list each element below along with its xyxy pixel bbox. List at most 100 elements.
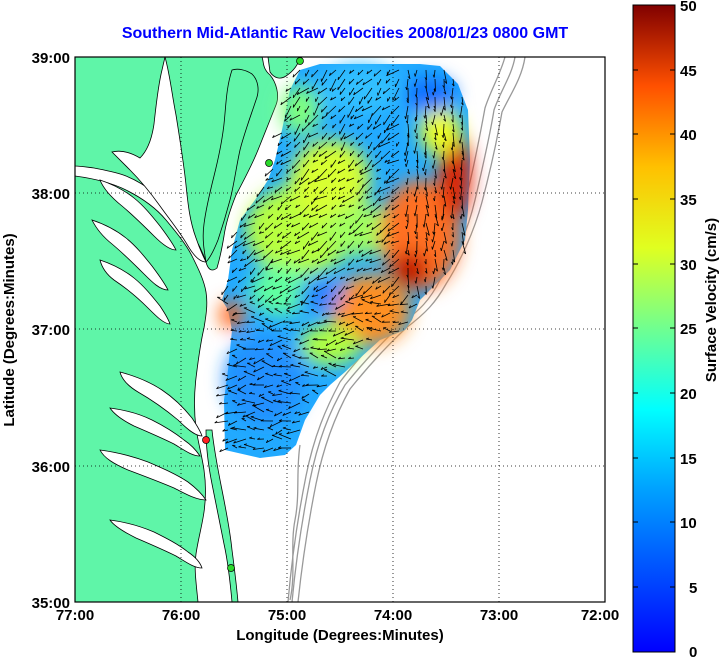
velocity-arrow [280, 249, 292, 256]
velocity-arrow [250, 276, 256, 283]
y-tick-label: 35:00 [32, 595, 70, 612]
velocity-arrow [252, 240, 265, 247]
velocity-arrow [313, 150, 319, 158]
velocity-arrow-head [369, 251, 372, 255]
velocity-arrow-head [302, 81, 305, 85]
velocity-arrow-head [263, 255, 265, 259]
velocity-arrow-head [367, 126, 369, 130]
velocity-arrow [261, 397, 274, 404]
velocity-arrow [231, 354, 238, 359]
velocity-arrow-head [337, 170, 340, 174]
velocity-arrow [301, 399, 310, 404]
velocity-arrow-head [295, 268, 298, 272]
velocity-arrow-head [422, 224, 425, 228]
velocity-arrow [461, 240, 467, 255]
velocity-arrow-head [293, 349, 296, 353]
velocity-arrow [318, 150, 328, 158]
velocity-arrow-head [317, 91, 320, 95]
velocity-arrow [411, 294, 418, 299]
velocity-arrow-head [235, 361, 239, 365]
velocity-arrow [356, 186, 364, 196]
velocity-arrow-head [231, 269, 234, 273]
velocity-arrow-head [369, 260, 373, 264]
velocity-arrow-head [345, 286, 349, 290]
velocity-arrow [265, 258, 274, 270]
velocity-arrow-head [286, 261, 288, 265]
velocity-arrow-head [407, 252, 410, 256]
velocity-arrow-head [294, 338, 298, 341]
velocity-arrow [344, 330, 355, 336]
velocity-arrow [358, 204, 364, 210]
velocity-arrow-head [317, 233, 320, 237]
velocity-arrow [414, 78, 418, 87]
velocity-arrow-head [298, 412, 301, 416]
velocity-arrow [222, 429, 229, 432]
velocity-arrow [217, 296, 229, 305]
velocity-arrow-head [431, 246, 433, 250]
station-marker-south-red [202, 436, 210, 444]
velocity-arrow-head [321, 109, 323, 113]
velocity-arrow [309, 267, 319, 274]
velocity-arrow-head [268, 215, 270, 219]
velocity-arrow [266, 353, 274, 359]
velocity-arrow [358, 240, 364, 248]
velocity-arrow-head [240, 234, 242, 239]
velocity-arrow [451, 204, 454, 219]
velocity-arrow [380, 267, 391, 274]
velocity-arrow [425, 69, 427, 80]
velocity-arrow-head [302, 347, 306, 350]
velocity-arrow-head [416, 271, 419, 275]
velocity-arrow-head [314, 337, 318, 340]
velocity-arrow [262, 447, 274, 453]
velocity-arrow-head [319, 303, 322, 306]
velocity-arrow [355, 132, 364, 140]
velocity-arrow-head [391, 153, 393, 158]
velocity-arrow-head [321, 295, 324, 299]
velocity-arrow [340, 348, 346, 351]
velocity-arrow-head [405, 225, 407, 229]
velocity-arrow-head [346, 267, 350, 271]
velocity-arrow-head [316, 277, 320, 281]
velocity-arrow-head [348, 262, 350, 266]
velocity-arrow [340, 276, 346, 280]
velocity-arrow-head [321, 116, 324, 120]
velocity-arrow [311, 258, 319, 264]
velocity-arrow [254, 213, 265, 219]
velocity-arrow-head [399, 302, 403, 306]
velocity-arrow [258, 222, 265, 230]
velocity-arrow-head [294, 241, 297, 245]
velocity-arrow-head [294, 233, 297, 237]
velocity-arrow [348, 78, 355, 85]
station-marker-mid-north [265, 159, 273, 167]
velocity-arrow [243, 222, 256, 227]
velocity-arrow [219, 447, 229, 453]
velocity-arrow-head [355, 220, 357, 224]
velocity-arrow-head [432, 74, 435, 78]
velocity-arrow-head [244, 286, 247, 290]
velocity-arrow-head [301, 227, 304, 231]
velocity-arrow [365, 276, 373, 280]
velocity-arrow [348, 159, 355, 168]
velocity-arrow [275, 249, 283, 254]
velocity-arrow-head [311, 74, 313, 78]
velocity-arrow [366, 69, 373, 75]
velocity-arrow [377, 276, 391, 283]
velocity-arrow-head [356, 192, 358, 196]
velocity-arrow-head [218, 401, 222, 405]
velocity-arrow [337, 213, 346, 218]
velocity-arrow [381, 312, 391, 318]
velocity-arrow-head [294, 411, 297, 415]
velocity-arrow-head [367, 240, 370, 244]
velocity-arrow [274, 186, 283, 193]
velocity-arrow [315, 285, 328, 293]
velocity-arrow [292, 420, 301, 424]
velocity-arrow-head [317, 102, 320, 106]
velocity-arrow-head [277, 142, 280, 146]
y-tick-label: 37:00 [32, 322, 70, 339]
velocity-arrow [452, 186, 456, 199]
velocity-arrow-head [277, 270, 279, 274]
velocity-arrow-head [330, 116, 333, 120]
velocity-arrow-head [241, 398, 245, 401]
velocity-arrow [284, 114, 292, 122]
velocity-arrow-head [382, 90, 385, 95]
